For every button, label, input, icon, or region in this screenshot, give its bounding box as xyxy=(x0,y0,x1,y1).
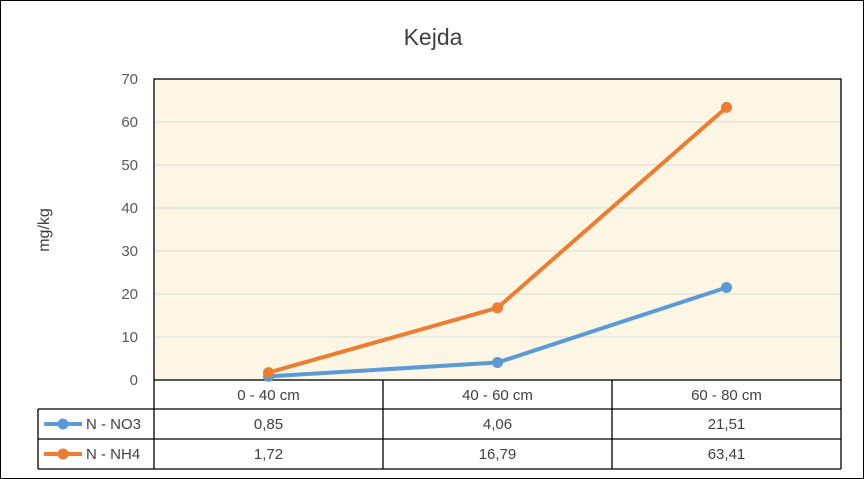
x-category-label: 0 - 40 cm xyxy=(237,387,300,404)
data-table-cell: 21,51 xyxy=(708,416,746,433)
chart-title: Kejda xyxy=(404,24,463,50)
x-category-label: 40 - 60 cm xyxy=(462,387,533,404)
data-table-cell: 16,79 xyxy=(479,446,517,463)
legend-marker xyxy=(57,448,69,460)
data-point xyxy=(721,282,732,294)
y-tick-label: 70 xyxy=(121,71,138,88)
legend-label: N - NO3 xyxy=(86,416,141,433)
x-category-label: 60 - 80 cm xyxy=(691,387,762,404)
plot-border xyxy=(153,78,842,381)
data-point xyxy=(492,357,503,369)
data-table-cell: 63,41 xyxy=(708,446,746,463)
data-table-cell: 4,06 xyxy=(483,416,512,433)
data-point xyxy=(492,302,503,314)
plot-area xyxy=(154,79,841,380)
data-point xyxy=(721,101,732,113)
y-tick-label: 20 xyxy=(121,286,138,303)
y-tick-label: 30 xyxy=(121,243,138,260)
y-tick-label: 60 xyxy=(121,114,138,131)
y-axis-title: mg/kg xyxy=(36,208,53,252)
data-table: 0 - 40 cm 40 - 60 cm 60 - 80 cm N - NO3 0,85… xyxy=(37,380,842,470)
data-table-cell: 0,85 xyxy=(254,416,283,433)
y-tick-label: 0 xyxy=(130,372,138,389)
gridlines xyxy=(153,78,842,381)
data-table-cell: 1,72 xyxy=(254,446,283,463)
y-tick-label: 40 xyxy=(121,200,138,217)
y-tick-label: 50 xyxy=(121,157,138,174)
y-tick-label: 10 xyxy=(121,329,138,346)
data-point xyxy=(263,367,274,379)
legend-label: N - NH4 xyxy=(86,446,140,463)
legend-marker xyxy=(57,418,69,430)
y-tick-labels: 0 10 20 30 40 50 60 70 xyxy=(121,71,138,389)
series-lines xyxy=(263,101,732,382)
